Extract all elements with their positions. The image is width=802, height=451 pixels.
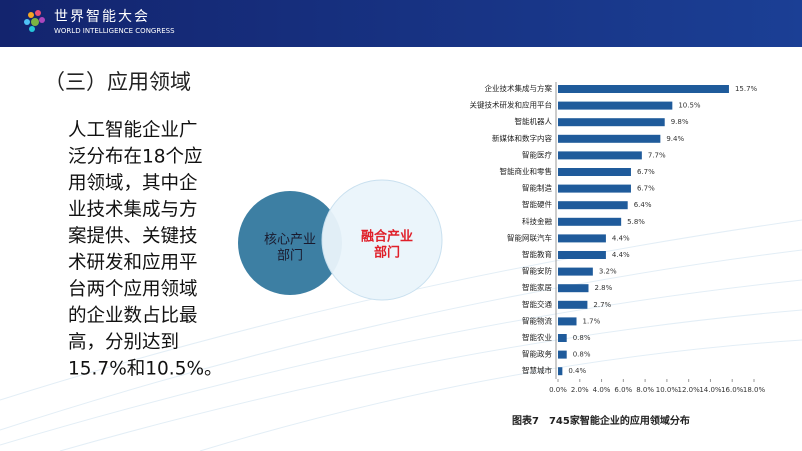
value-label: 15.7% xyxy=(735,85,758,93)
bar xyxy=(558,267,593,276)
value-label: 6.4% xyxy=(634,201,652,209)
bar xyxy=(558,151,642,160)
category-label: 智能商业和零售 xyxy=(500,166,553,176)
category-label: 关键技术研发和应用平台 xyxy=(470,100,553,110)
category-label: 智能政务 xyxy=(522,349,552,359)
bar xyxy=(558,350,567,359)
value-label: 5.8% xyxy=(627,218,645,226)
bar xyxy=(558,101,673,110)
category-label: 智能农业 xyxy=(522,332,552,342)
bar xyxy=(558,118,665,127)
bar xyxy=(558,234,606,243)
x-tick-label: 2.0% xyxy=(571,386,589,394)
value-label: 3.2% xyxy=(599,268,617,276)
category-label: 科技金融 xyxy=(522,216,552,226)
x-tick-label: 18.0% xyxy=(743,386,766,394)
venn-fusion xyxy=(321,179,443,301)
body-line: 用领域，其中企 xyxy=(68,173,198,194)
x-tick-label: 14.0% xyxy=(699,386,722,394)
chart-caption: 图表7 745家智能企业的应用领域分布 xyxy=(512,414,690,427)
x-tick-label: 6.0% xyxy=(614,386,632,394)
venn-core xyxy=(238,191,342,295)
category-label: 智慧城市 xyxy=(522,365,552,375)
value-label: 6.7% xyxy=(637,168,655,176)
decoration xyxy=(0,219,802,451)
value-label: 0.8% xyxy=(573,351,591,359)
bar xyxy=(558,217,622,226)
bar xyxy=(558,300,588,309)
bar xyxy=(558,334,567,342)
venn-fusion-label: 融合产业 xyxy=(361,229,413,245)
bar xyxy=(558,367,563,376)
venn-fusion-label: 部门 xyxy=(374,245,400,261)
category-label: 智能安防 xyxy=(522,266,552,276)
body-line: 的企业数占比最 xyxy=(68,306,198,327)
section-title: （三）应用领域 xyxy=(44,70,191,94)
logo xyxy=(24,10,45,32)
body-line: 15.7%和10.5%。 xyxy=(68,359,223,380)
venn-core-label: 核心产业 xyxy=(264,233,316,248)
header-subtitle: WORLD INTELLIGENCE CONGRESS xyxy=(54,27,175,35)
header-title: 世界智能大会 xyxy=(54,9,150,25)
bar xyxy=(558,317,577,326)
body-line: 高，分别达到 xyxy=(68,332,179,353)
value-label: 9.8% xyxy=(671,118,689,126)
value-label: 6.7% xyxy=(637,185,655,193)
bar xyxy=(558,201,628,210)
header-bar xyxy=(0,0,802,47)
bar xyxy=(558,85,729,93)
value-label: 4.4% xyxy=(612,251,630,259)
category-label: 智能物流 xyxy=(522,315,552,325)
value-label: 2.7% xyxy=(593,301,611,309)
body-line: 术研发和应用平 xyxy=(68,253,198,274)
bar xyxy=(558,134,661,143)
value-label: 2.8% xyxy=(594,284,612,292)
x-tick-label: 10.0% xyxy=(656,386,679,394)
body-line: 泛分布在18个应 xyxy=(68,147,203,168)
value-label: 10.5% xyxy=(678,102,701,110)
value-label: 4.4% xyxy=(612,234,630,242)
body-text: 人工智能企业广泛分布在18个应用领域，其中企业技术集成与方案提供、关键技术研发和… xyxy=(68,120,223,380)
bar xyxy=(558,168,631,176)
value-label: 7.7% xyxy=(648,151,666,159)
value-label: 0.8% xyxy=(573,334,591,342)
body-line: 人工智能企业广 xyxy=(68,120,198,141)
x-tick-label: 12.0% xyxy=(678,386,701,394)
category-label: 智能医疗 xyxy=(522,149,552,159)
bar xyxy=(558,251,606,259)
category-label: 智能制造 xyxy=(522,183,552,193)
x-tick-label: 0.0% xyxy=(549,386,567,394)
body-line: 案提供、关键技 xyxy=(68,226,198,247)
x-tick-label: 8.0% xyxy=(636,386,654,394)
venn-core-label: 部门 xyxy=(277,249,303,264)
category-label: 智能家居 xyxy=(522,282,552,292)
value-label: 0.4% xyxy=(568,367,586,375)
body-line: 台两个应用领域 xyxy=(68,279,198,300)
value-label: 1.7% xyxy=(583,317,601,325)
category-label: 智能交通 xyxy=(522,299,552,309)
value-label: 9.4% xyxy=(666,135,684,143)
bar xyxy=(558,284,589,293)
category-label: 智能硬件 xyxy=(522,199,552,209)
category-label: 智能机器人 xyxy=(515,116,553,126)
x-tick-label: 4.0% xyxy=(593,386,611,394)
x-tick-label: 16.0% xyxy=(721,386,744,394)
category-label: 智能教育 xyxy=(522,249,552,259)
body-line: 业技术集成与方 xyxy=(68,200,198,221)
category-label: 智能网联汽车 xyxy=(507,232,552,242)
category-label: 企业技术集成与方案 xyxy=(485,83,553,93)
bar xyxy=(558,184,631,193)
category-label: 新媒体和数字内容 xyxy=(492,133,552,143)
